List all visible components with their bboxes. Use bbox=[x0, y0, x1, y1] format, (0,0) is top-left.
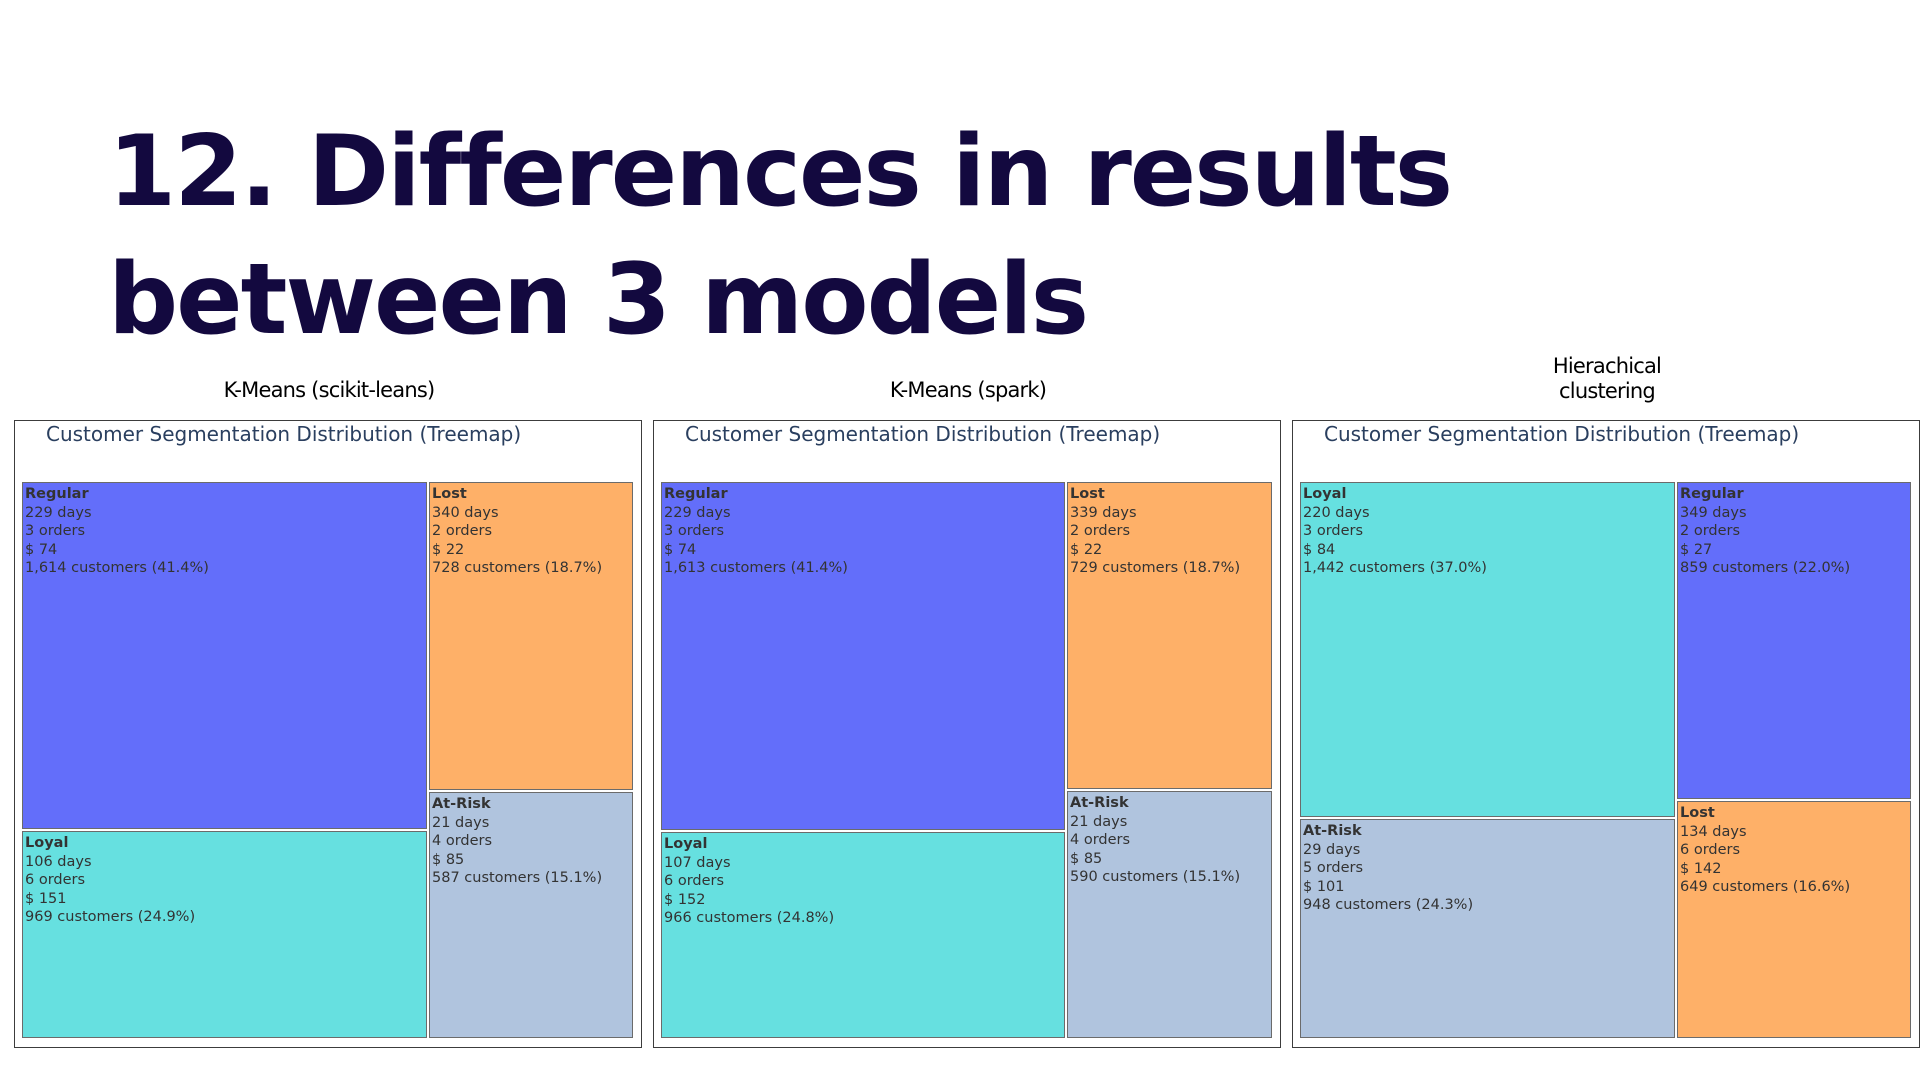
treemap-plot-area: Regular 229 days 3 orders $ 74 1,613 custome… bbox=[661, 482, 1272, 1038]
treemap-tile-lost: Lost 134 days 6 orders $ 142 649 customers (… bbox=[1677, 801, 1911, 1038]
treemap-plot-area: Loyal 220 days 3 orders $ 84 1,442 customers… bbox=[1300, 482, 1911, 1038]
tile-label-monetary: $ 74 bbox=[25, 541, 58, 558]
tile-label-days: 29 days bbox=[1303, 841, 1361, 858]
slide-title: 12. Differences in results between 3 mod… bbox=[108, 115, 1453, 357]
tile-label-days: 220 days bbox=[1303, 504, 1370, 521]
treemap-tile-lost: Lost 340 days 2 orders $ 22 728 customers (1… bbox=[429, 482, 633, 790]
treemap-plot-area: Regular 229 days 3 orders $ 74 1,614 custome… bbox=[22, 482, 633, 1038]
treemap-tile-regular: Regular 229 days 3 orders $ 74 1,613 custome… bbox=[661, 482, 1065, 830]
treemap-tile-lost: Lost 339 days 2 orders $ 22 729 customers (1… bbox=[1067, 482, 1272, 789]
tile-label-customers: 1,442 customers (37.0%) bbox=[1303, 560, 1487, 577]
treemap-panel-hierarchical: Hierachical clustering Customer Segmenta… bbox=[1292, 352, 1920, 1052]
treemap-tile-at-risk: At-Risk 21 days 4 orders $ 85 587 customers … bbox=[429, 792, 633, 1038]
tile-label-days: 229 days bbox=[25, 504, 92, 521]
treemap-tile-at-risk: At-Risk 29 days 5 orders $ 101 948 customers… bbox=[1300, 819, 1675, 1038]
tile-label-days: 106 days bbox=[25, 853, 92, 870]
tile-label-orders: 2 orders bbox=[1070, 523, 1131, 540]
tile-label-orders: 4 orders bbox=[432, 833, 493, 850]
tile-label-monetary: $ 151 bbox=[25, 890, 67, 907]
panel-caption: Hierachical clustering bbox=[1552, 354, 1662, 403]
chart-title: Customer Segmentation Distribution (Tree… bbox=[1324, 422, 1800, 446]
tile-label-customers: 649 customers (16.6%) bbox=[1680, 879, 1851, 896]
tile-label-customers: 969 customers (24.9%) bbox=[25, 909, 196, 926]
tile-label-customers: 948 customers (24.3%) bbox=[1303, 897, 1474, 914]
chart-title: Customer Segmentation Distribution (Tree… bbox=[46, 422, 522, 446]
treemap-frame: Customer Segmentation Distribution (Tree… bbox=[14, 420, 642, 1048]
tile-label-orders: 3 orders bbox=[1303, 523, 1364, 540]
tile-label-orders: 2 orders bbox=[432, 523, 493, 540]
tile-label-monetary: $ 142 bbox=[1680, 860, 1722, 877]
tile-label-orders: 5 orders bbox=[1303, 860, 1364, 877]
tile-label-monetary: $ 84 bbox=[1303, 541, 1336, 558]
treemap-frame: Customer Segmentation Distribution (Tree… bbox=[1292, 420, 1920, 1048]
treemap-tile-at-risk: At-Risk 21 days 4 orders $ 85 590 customers … bbox=[1067, 791, 1272, 1038]
tile-label-name: Loyal bbox=[1303, 486, 1347, 502]
tile-label-orders: 2 orders bbox=[1680, 523, 1741, 540]
tile-label-name: Regular bbox=[25, 486, 89, 502]
tile-label-days: 134 days bbox=[1680, 823, 1747, 840]
tile-label-monetary: $ 85 bbox=[432, 851, 465, 868]
tile-label-name: Loyal bbox=[664, 836, 708, 852]
tile-label-customers: 587 customers (15.1%) bbox=[432, 870, 603, 887]
tile-label-customers: 1,613 customers (41.4%) bbox=[664, 560, 848, 577]
treemap-frame: Customer Segmentation Distribution (Tree… bbox=[653, 420, 1281, 1048]
tile-label-customers: 966 customers (24.8%) bbox=[664, 910, 835, 927]
panel-caption: K-Means (spark) bbox=[889, 378, 1047, 402]
tile-label-monetary: $ 22 bbox=[432, 541, 465, 558]
tile-label-days: 229 days bbox=[664, 504, 731, 521]
tile-label-orders: 4 orders bbox=[1070, 832, 1131, 849]
tile-label-days: 21 days bbox=[1070, 813, 1128, 830]
tile-label-orders: 3 orders bbox=[664, 523, 725, 540]
treemap-tile-regular: Regular 349 days 2 orders $ 27 859 customers… bbox=[1677, 482, 1911, 799]
tile-label-name: Lost bbox=[1680, 805, 1715, 821]
tile-label-days: 339 days bbox=[1070, 504, 1137, 521]
tile-label-orders: 6 orders bbox=[25, 872, 86, 889]
tile-label-name: At-Risk bbox=[1303, 823, 1362, 839]
tile-label-name: Regular bbox=[664, 486, 728, 502]
tile-label-customers: 590 customers (15.1%) bbox=[1070, 869, 1241, 886]
tile-label-name: At-Risk bbox=[432, 796, 491, 812]
treemap-tile-loyal: Loyal 106 days 6 orders $ 151 969 customers … bbox=[22, 831, 427, 1038]
treemap-tile-loyal: Loyal 107 days 6 orders $ 152 966 customers … bbox=[661, 832, 1065, 1038]
tile-label-customers: 728 customers (18.7%) bbox=[432, 560, 603, 577]
tile-label-name: Lost bbox=[1070, 486, 1105, 502]
treemap-tile-regular: Regular 229 days 3 orders $ 74 1,614 custome… bbox=[22, 482, 427, 829]
tile-label-customers: 1,614 customers (41.4%) bbox=[25, 560, 209, 577]
tile-label-monetary: $ 74 bbox=[664, 541, 697, 558]
tile-label-monetary: $ 152 bbox=[664, 891, 706, 908]
tile-label-customers: 859 customers (22.0%) bbox=[1680, 560, 1851, 577]
tile-label-monetary: $ 22 bbox=[1070, 541, 1103, 558]
tile-label-name: Lost bbox=[432, 486, 467, 502]
panel-caption: K-Means (scikit-leans) bbox=[223, 378, 436, 402]
tile-label-days: 107 days bbox=[664, 854, 731, 871]
tile-label-name: Regular bbox=[1680, 486, 1744, 502]
tile-label-days: 349 days bbox=[1680, 504, 1747, 521]
tile-label-name: At-Risk bbox=[1070, 795, 1129, 811]
tile-label-days: 340 days bbox=[432, 504, 499, 521]
treemap-panel-kmeans-spark: K-Means (spark) Customer Segmentation Di… bbox=[653, 352, 1283, 1052]
tile-label-monetary: $ 27 bbox=[1680, 541, 1713, 558]
treemap-tile-loyal: Loyal 220 days 3 orders $ 84 1,442 customers… bbox=[1300, 482, 1675, 817]
tile-label-days: 21 days bbox=[432, 814, 490, 831]
chart-title: Customer Segmentation Distribution (Tree… bbox=[685, 422, 1161, 446]
tile-label-monetary: $ 101 bbox=[1303, 878, 1345, 895]
tile-label-orders: 6 orders bbox=[1680, 842, 1741, 859]
tile-label-name: Loyal bbox=[25, 835, 69, 851]
treemap-panel-kmeans-scikit: K-Means (scikit-leans) Customer Segmenta… bbox=[14, 352, 644, 1052]
tile-label-customers: 729 customers (18.7%) bbox=[1070, 560, 1241, 577]
tile-label-orders: 6 orders bbox=[664, 873, 725, 890]
tile-label-monetary: $ 85 bbox=[1070, 850, 1103, 867]
tile-label-orders: 3 orders bbox=[25, 523, 86, 540]
